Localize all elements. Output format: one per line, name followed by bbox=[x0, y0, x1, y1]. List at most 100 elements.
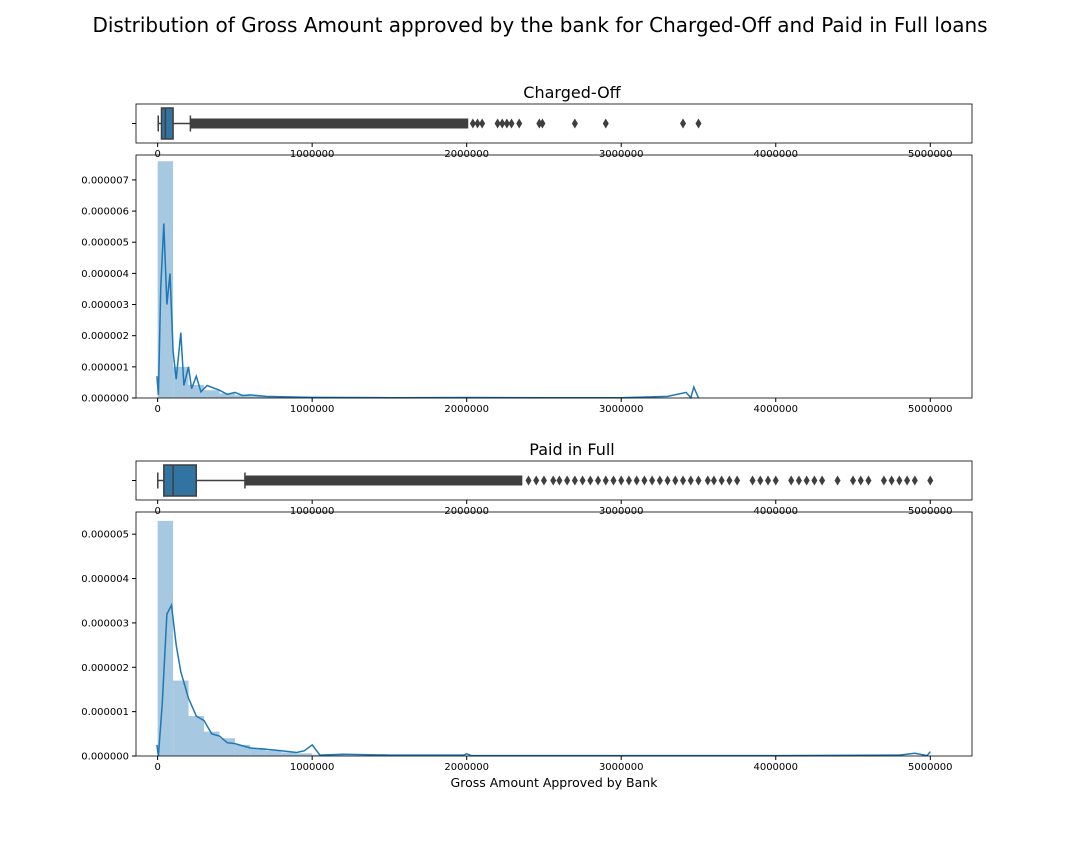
x-tick-label: 3000000 bbox=[599, 404, 644, 415]
outlier-point bbox=[550, 476, 556, 486]
figure-title: Distribution of Gross Amount approved by… bbox=[92, 13, 987, 37]
outlier-point bbox=[927, 476, 933, 486]
outlier-point bbox=[618, 476, 624, 486]
outlier-point bbox=[595, 476, 601, 486]
x-tick-label: 1000000 bbox=[290, 506, 335, 517]
outlier-point bbox=[865, 476, 871, 486]
outlier-point bbox=[765, 476, 771, 486]
x-tick-label: 4000000 bbox=[753, 149, 798, 160]
outlier-point bbox=[626, 476, 632, 486]
x-tick-label: 4000000 bbox=[753, 404, 798, 415]
y-tick-label: 0.000004 bbox=[81, 574, 129, 585]
x-tick-label: 5000000 bbox=[908, 506, 953, 517]
x-tick-label: 1000000 bbox=[290, 404, 335, 415]
histogram-bar bbox=[204, 390, 219, 398]
x-tick-label: 2000000 bbox=[444, 404, 489, 415]
x-tick-label: 3000000 bbox=[599, 762, 644, 773]
histogram-bar bbox=[219, 738, 234, 756]
x-tick-label: 3000000 bbox=[599, 149, 644, 160]
outlier-point bbox=[819, 476, 825, 486]
outlier-point bbox=[564, 476, 570, 486]
kde-line bbox=[157, 224, 699, 399]
outlier-point bbox=[811, 476, 817, 486]
outlier-point bbox=[680, 119, 686, 129]
panel-title: Paid in Full bbox=[529, 440, 614, 459]
outlier-point bbox=[603, 119, 609, 129]
outlier-point bbox=[680, 476, 686, 486]
outlier-point bbox=[850, 476, 856, 486]
outlier-point bbox=[912, 476, 918, 486]
outlier-point bbox=[896, 476, 902, 486]
outlier-band bbox=[245, 476, 522, 486]
y-tick-label: 0.000002 bbox=[81, 663, 129, 674]
x-tick-label: 0 bbox=[154, 149, 160, 160]
x-tick-label: 5000000 bbox=[908, 404, 953, 415]
histogram-panel: 0.0000000.0000010.0000020.0000030.000004… bbox=[81, 155, 972, 415]
outlier-point bbox=[526, 476, 532, 486]
iqr-box bbox=[161, 108, 173, 139]
y-tick-label: 0.000000 bbox=[81, 394, 129, 405]
x-tick-label: 5000000 bbox=[908, 149, 953, 160]
outlier-point bbox=[572, 476, 578, 486]
outlier-point bbox=[773, 476, 779, 486]
y-tick-label: 0.000007 bbox=[81, 175, 129, 186]
outlier-point bbox=[533, 476, 539, 486]
outlier-point bbox=[705, 476, 711, 486]
x-tick-label: 0 bbox=[154, 404, 160, 415]
outlier-point bbox=[734, 476, 740, 486]
x-tick-label: 2000000 bbox=[444, 762, 489, 773]
outlier-point bbox=[796, 476, 802, 486]
y-tick-label: 0.000005 bbox=[81, 238, 129, 249]
x-tick-label: 2000000 bbox=[444, 506, 489, 517]
panel-title: Charged-Off bbox=[523, 83, 621, 102]
outlier-point bbox=[641, 476, 647, 486]
outlier-point bbox=[889, 476, 895, 486]
outlier-point bbox=[657, 476, 663, 486]
x-tick-label: 0 bbox=[154, 506, 160, 517]
histogram-bar bbox=[189, 716, 204, 756]
y-tick-label: 0.000002 bbox=[81, 331, 129, 342]
y-tick-label: 0.000005 bbox=[81, 530, 129, 541]
outlier-point bbox=[634, 476, 640, 486]
outlier-point bbox=[556, 476, 562, 486]
boxplot-panel: Charged-Off 0 1000000 2000000 3000000 4000000… bbox=[132, 83, 972, 160]
outlier-point bbox=[788, 476, 794, 486]
outlier-point bbox=[695, 476, 701, 486]
outlier-point bbox=[580, 476, 586, 486]
outlier-point bbox=[750, 476, 756, 486]
outlier-band bbox=[190, 119, 468, 129]
histogram-bar bbox=[266, 751, 281, 756]
y-tick-label: 0.000003 bbox=[81, 300, 129, 311]
axes-frame bbox=[136, 512, 972, 756]
outlier-point bbox=[649, 476, 655, 486]
x-tick-label: 0 bbox=[154, 762, 160, 773]
x-axis-label: Gross Amount Approved by Bank bbox=[451, 775, 659, 790]
outlier-point bbox=[719, 476, 725, 486]
outlier-point bbox=[835, 476, 841, 486]
outlier-point bbox=[541, 476, 547, 486]
outlier-point bbox=[688, 476, 694, 486]
y-tick-label: 0.000006 bbox=[81, 207, 129, 218]
y-tick-label: 0.000001 bbox=[81, 707, 129, 718]
outlier-point bbox=[881, 476, 887, 486]
iqr-box bbox=[164, 465, 196, 496]
outlier-point bbox=[672, 476, 678, 486]
y-tick-label: 0.000003 bbox=[81, 618, 129, 629]
outlier-point bbox=[539, 119, 545, 129]
outlier-point bbox=[904, 476, 910, 486]
x-tick-label: 2000000 bbox=[444, 149, 489, 160]
outlier-point bbox=[804, 476, 810, 486]
outlier-point bbox=[858, 476, 864, 486]
axes-frame bbox=[136, 155, 972, 398]
outlier-point bbox=[757, 476, 763, 486]
x-tick-label: 4000000 bbox=[753, 506, 798, 517]
x-tick-label: 1000000 bbox=[290, 149, 335, 160]
outlier-point bbox=[711, 476, 717, 486]
x-tick-label: 5000000 bbox=[908, 762, 953, 773]
outlier-point bbox=[695, 119, 701, 129]
outlier-point bbox=[479, 119, 485, 129]
outlier-point bbox=[610, 476, 616, 486]
